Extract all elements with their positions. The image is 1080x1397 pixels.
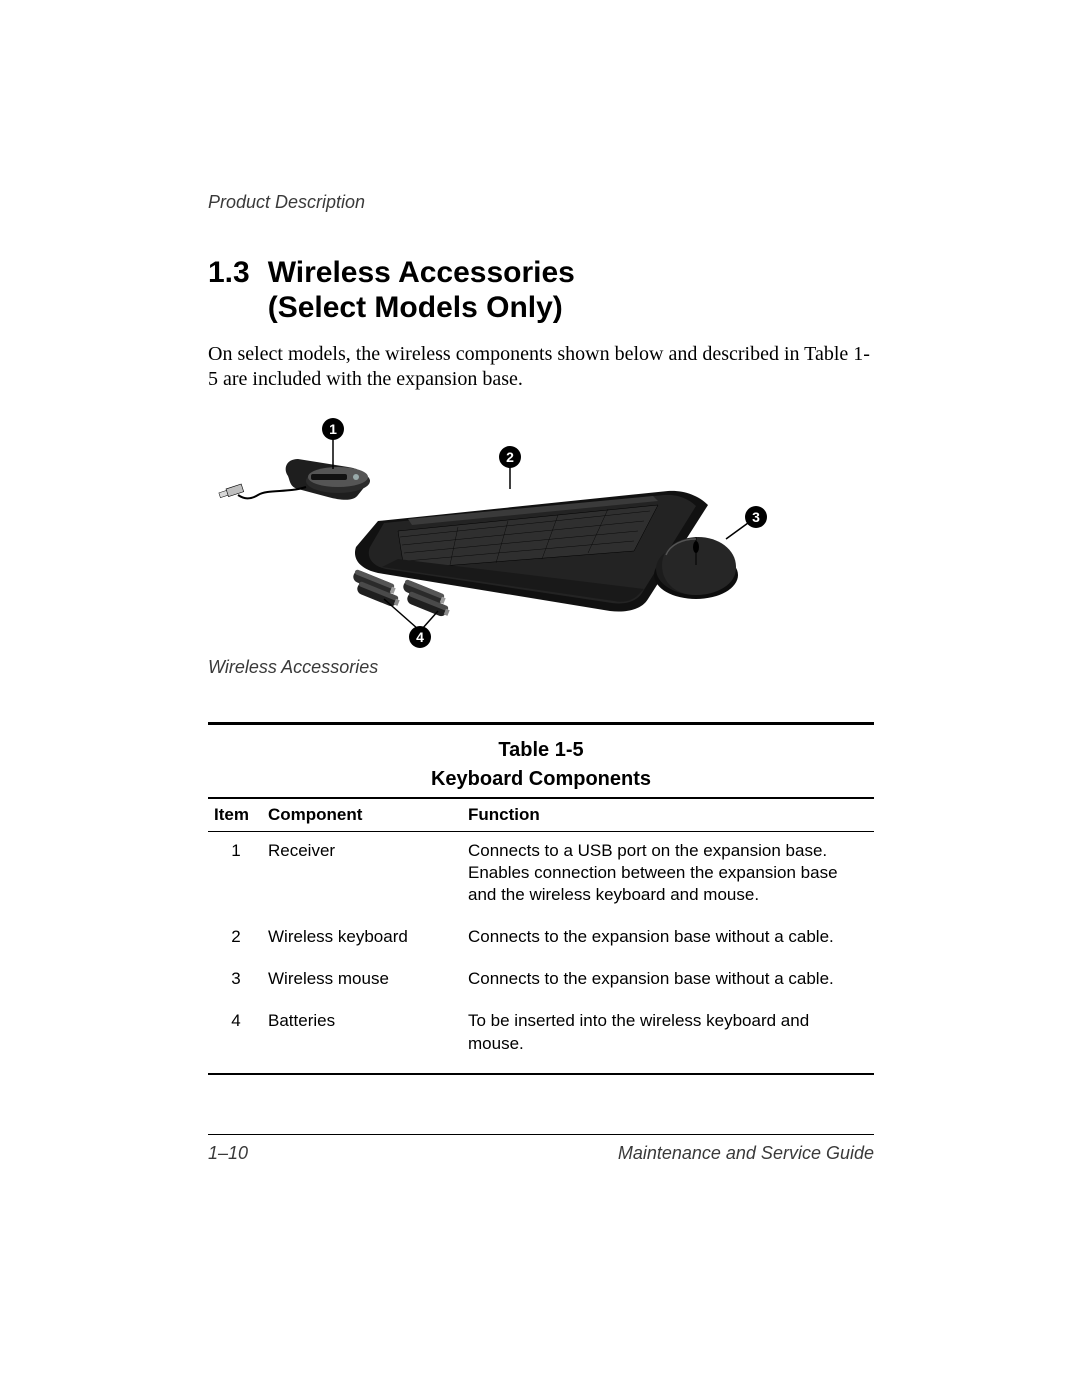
section-heading: 1.3 Wireless Accessories (Select Models … (208, 255, 874, 326)
cell-component: Wireless keyboard (268, 918, 468, 960)
callout-3-label: 3 (752, 509, 760, 525)
cell-function: To be inserted into the wireless keyboar… (468, 1002, 874, 1066)
callout-2-label: 2 (506, 449, 514, 465)
table-row: 3 Wireless mouse Connects to the expansi… (208, 960, 874, 1002)
table-top-rule (208, 722, 874, 725)
cell-component: Receiver (268, 831, 468, 918)
table-row: 4 Batteries To be inserted into the wire… (208, 1002, 874, 1066)
col-header-item: Item (208, 798, 268, 832)
section-number: 1.3 (208, 255, 250, 326)
cell-item: 4 (208, 1002, 268, 1066)
components-table: Item Component Function 1 Receiver Conne… (208, 797, 874, 1067)
figure-wireless-accessories: 1 (208, 411, 874, 651)
cell-function: Connects to the expansion base without a… (468, 960, 874, 1002)
running-head: Product Description (208, 192, 874, 213)
intro-paragraph: On select models, the wireless component… (208, 342, 874, 393)
cell-function: Connects to a USB port on the expansion … (468, 831, 874, 918)
table-header-row: Item Component Function (208, 798, 874, 832)
section-title: Wireless Accessories (Select Models Only… (268, 255, 575, 326)
page-footer: 1–10 Maintenance and Service Guide (208, 1134, 874, 1164)
doc-title: Maintenance and Service Guide (618, 1143, 874, 1164)
col-header-component: Component (268, 798, 468, 832)
cell-component: Batteries (268, 1002, 468, 1066)
table-row: 2 Wireless keyboard Connects to the expa… (208, 918, 874, 960)
cell-function: Connects to the expansion base without a… (468, 918, 874, 960)
cell-item: 2 (208, 918, 268, 960)
figure-caption: Wireless Accessories (208, 657, 874, 678)
table-label: Table 1-5 (208, 739, 874, 762)
table-title: Keyboard Components (208, 768, 874, 791)
page-number: 1–10 (208, 1143, 248, 1164)
col-header-function: Function (468, 798, 874, 832)
callout-1-label: 1 (329, 421, 337, 437)
keyboard-illustration (355, 491, 708, 612)
table-bottom-rule (208, 1073, 874, 1075)
callout-4-label: 4 (416, 629, 424, 645)
receiver-illustration (218, 459, 370, 500)
cell-item: 1 (208, 831, 268, 918)
section-title-line1: Wireless Accessories (268, 256, 575, 289)
page-content: Product Description 1.3 Wireless Accesso… (208, 192, 874, 1075)
section-title-line2: (Select Models Only) (268, 291, 563, 324)
cell-item: 3 (208, 960, 268, 1002)
table-row: 1 Receiver Connects to a USB port on the… (208, 831, 874, 918)
cell-component: Wireless mouse (268, 960, 468, 1002)
